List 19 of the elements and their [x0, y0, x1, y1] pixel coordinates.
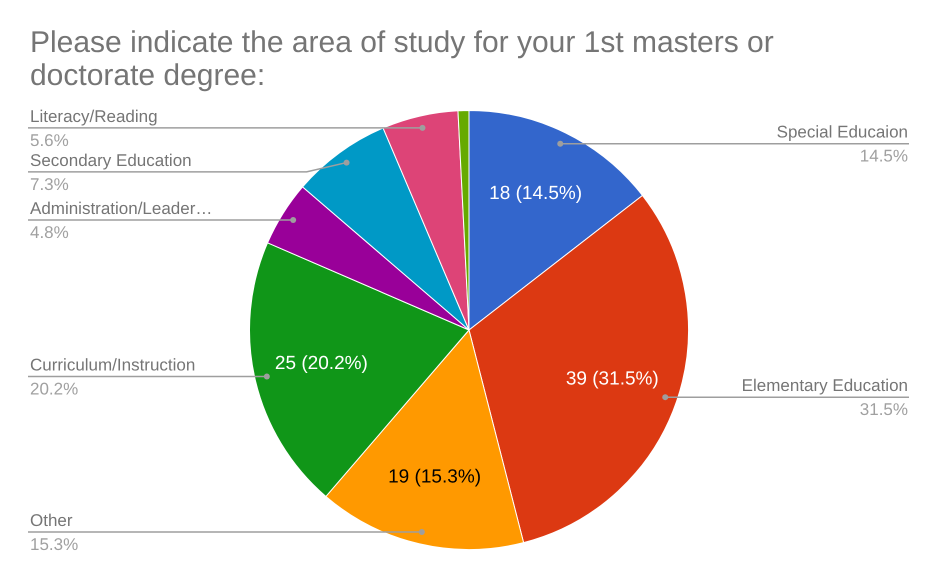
- text: 39 (31.5%): [566, 368, 659, 390]
- data-label: 20.2%: [30, 380, 78, 399]
- chart-title: Please indicate the area of study for your 1st masters or doctorate degree:: [30, 26, 775, 92]
- slice-label: Literacy/Reading: [30, 106, 158, 126]
- data-label: 5.6%: [30, 130, 69, 150]
- slice-label: Special Educaion: [776, 122, 908, 142]
- data-label: 7.3%: [30, 174, 69, 194]
- slice-label: Curriculum/Instruction: [30, 356, 196, 375]
- slice-label: Administration/Leader…: [30, 198, 212, 218]
- data-label: 15.3%: [30, 534, 78, 554]
- text: 19 (15.3%): [388, 466, 482, 488]
- slice-label: Other: [30, 510, 73, 530]
- text: 18 (14.5%): [489, 183, 582, 204]
- data-label: 4.8%: [30, 222, 69, 242]
- data-label: 14.5%: [860, 146, 908, 166]
- data-label: 31.5%: [860, 400, 908, 420]
- slice-label: Elementary Education: [742, 376, 908, 396]
- slice-label: Secondary Education: [30, 150, 192, 170]
- text: 25 (20.2%): [274, 353, 368, 374]
